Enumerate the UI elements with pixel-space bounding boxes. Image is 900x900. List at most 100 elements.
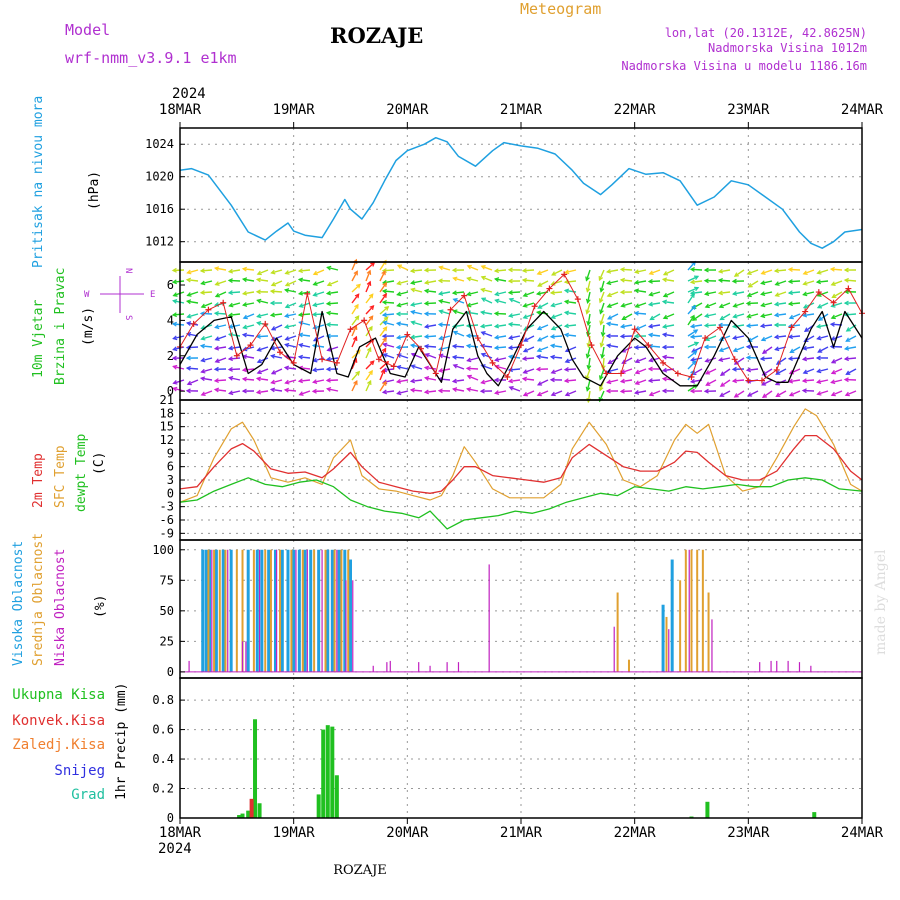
- wind-arrow: [257, 377, 269, 381]
- wind-arrow-head: [297, 290, 304, 296]
- wind-gust-marker: [645, 342, 652, 349]
- wind-arrow: [621, 357, 633, 364]
- wind-arrow: [383, 353, 395, 359]
- wind-arrow-head: [241, 376, 247, 382]
- cloud-high-bar: [201, 549, 205, 672]
- wind-arrow: [299, 278, 311, 282]
- wind-arrow: [313, 302, 325, 307]
- wind-arrow: [452, 345, 465, 348]
- cloud-low-bar: [798, 662, 801, 672]
- wind-arrow: [228, 291, 241, 294]
- cloud-mid-bar: [290, 549, 293, 672]
- wind-arrow-head: [648, 291, 654, 297]
- wind-arrow-head: [719, 371, 725, 376]
- wind-arrow-head: [830, 281, 836, 286]
- wind-arrow: [803, 313, 815, 317]
- wind-arrow-head: [451, 343, 457, 349]
- wind-arrow: [215, 267, 227, 271]
- wind-arrow: [425, 366, 437, 370]
- wind-arrow-head: [523, 337, 529, 342]
- wind-arrow-head: [326, 281, 332, 287]
- wind-arrow: [466, 345, 479, 348]
- wind-arrow-head: [185, 388, 191, 394]
- wind-arrow: [775, 368, 787, 375]
- cloud-mid-bar: [684, 549, 687, 672]
- temp-sfc-line: [179, 408, 863, 503]
- wind-arrow-head: [284, 313, 290, 319]
- wind-arrow: [215, 324, 227, 329]
- wind-arrow-head: [843, 300, 849, 306]
- wind-arrow-head: [227, 366, 233, 372]
- wind-arrow-head: [381, 299, 387, 305]
- wind-arrow-head: [353, 270, 358, 276]
- wind-arrow-head: [689, 279, 696, 285]
- wind-arrow-head: [693, 275, 700, 280]
- wind-arrow: [509, 355, 521, 359]
- wind-gust-marker: [688, 374, 695, 380]
- wind-arrow-head: [775, 392, 781, 397]
- cloud-mid-bar: [324, 549, 327, 672]
- wind-arrow: [649, 269, 661, 275]
- wind-arrow: [650, 313, 661, 321]
- wind-arrow: [663, 300, 675, 304]
- compass-south: S: [123, 315, 133, 320]
- cloud-mid-bar: [218, 549, 221, 672]
- wind-arrow: [663, 269, 675, 276]
- wind-arrow: [327, 266, 339, 271]
- wind-arrow-head: [423, 280, 430, 285]
- wind-arrow: [285, 343, 297, 348]
- wind-arrow-head: [409, 378, 416, 384]
- wind-gust-marker: [333, 359, 340, 366]
- cloud-mid-bar: [207, 549, 210, 672]
- wind-arrow-head: [368, 325, 373, 331]
- wind-arrow-head: [466, 374, 472, 380]
- wind-arrow: [173, 387, 185, 392]
- wind-arrow: [733, 302, 745, 308]
- wind-arrow-head: [522, 314, 528, 320]
- wind-gust-marker: [845, 285, 852, 292]
- wind-arrow: [299, 333, 311, 337]
- wind-arrow-head: [452, 363, 458, 369]
- wind-arrow-head: [410, 309, 416, 315]
- wind-arrow: [648, 345, 661, 348]
- wind-arrow-head: [200, 368, 206, 374]
- wind-arrow-head: [186, 380, 192, 386]
- wind-arrow: [467, 302, 479, 307]
- wind-arrow-head: [493, 323, 500, 329]
- wind-gust-marker: [546, 285, 553, 292]
- wind-arrow-head: [815, 279, 821, 285]
- y-tick-label: 18: [160, 406, 174, 420]
- wind-arrow: [173, 291, 185, 297]
- wind-arrow-head: [311, 367, 317, 373]
- wind-arrow: [351, 371, 360, 381]
- precip-total-bar: [253, 719, 258, 818]
- wind-arrow: [229, 302, 241, 307]
- wind-arrow: [257, 269, 269, 275]
- wind-gust-marker: [773, 366, 780, 373]
- wind-arrow: [775, 280, 787, 286]
- wind-arrow-head: [172, 335, 178, 341]
- wind-arrow-head: [802, 280, 808, 286]
- wind-arrow: [312, 368, 325, 371]
- wind-arrow: [439, 354, 451, 359]
- wind-arrow-head: [661, 277, 668, 283]
- wind-arrow-head: [599, 320, 604, 326]
- cloud-low-bar: [352, 580, 354, 672]
- precip-total-bar: [705, 801, 710, 818]
- wind-arrow-head: [563, 310, 570, 316]
- temp-dew-label: dewpt Temp: [74, 434, 89, 512]
- wind-arrow: [705, 357, 717, 363]
- wind-arrow: [635, 379, 647, 385]
- wind-arrow-head: [600, 365, 606, 371]
- wind-arrow: [719, 302, 731, 308]
- wind-arrow: [537, 346, 549, 352]
- wind-arrow: [494, 269, 507, 272]
- wind-arrow-head: [437, 388, 443, 394]
- wind-arrow: [705, 291, 717, 295]
- wind-arrow-head: [600, 331, 606, 338]
- wind-arrow: [762, 390, 773, 398]
- wind-arrow: [481, 288, 493, 293]
- wind-arrow-head: [549, 343, 556, 349]
- wind-arrow: [687, 329, 698, 337]
- temp-unit: (C): [92, 452, 107, 475]
